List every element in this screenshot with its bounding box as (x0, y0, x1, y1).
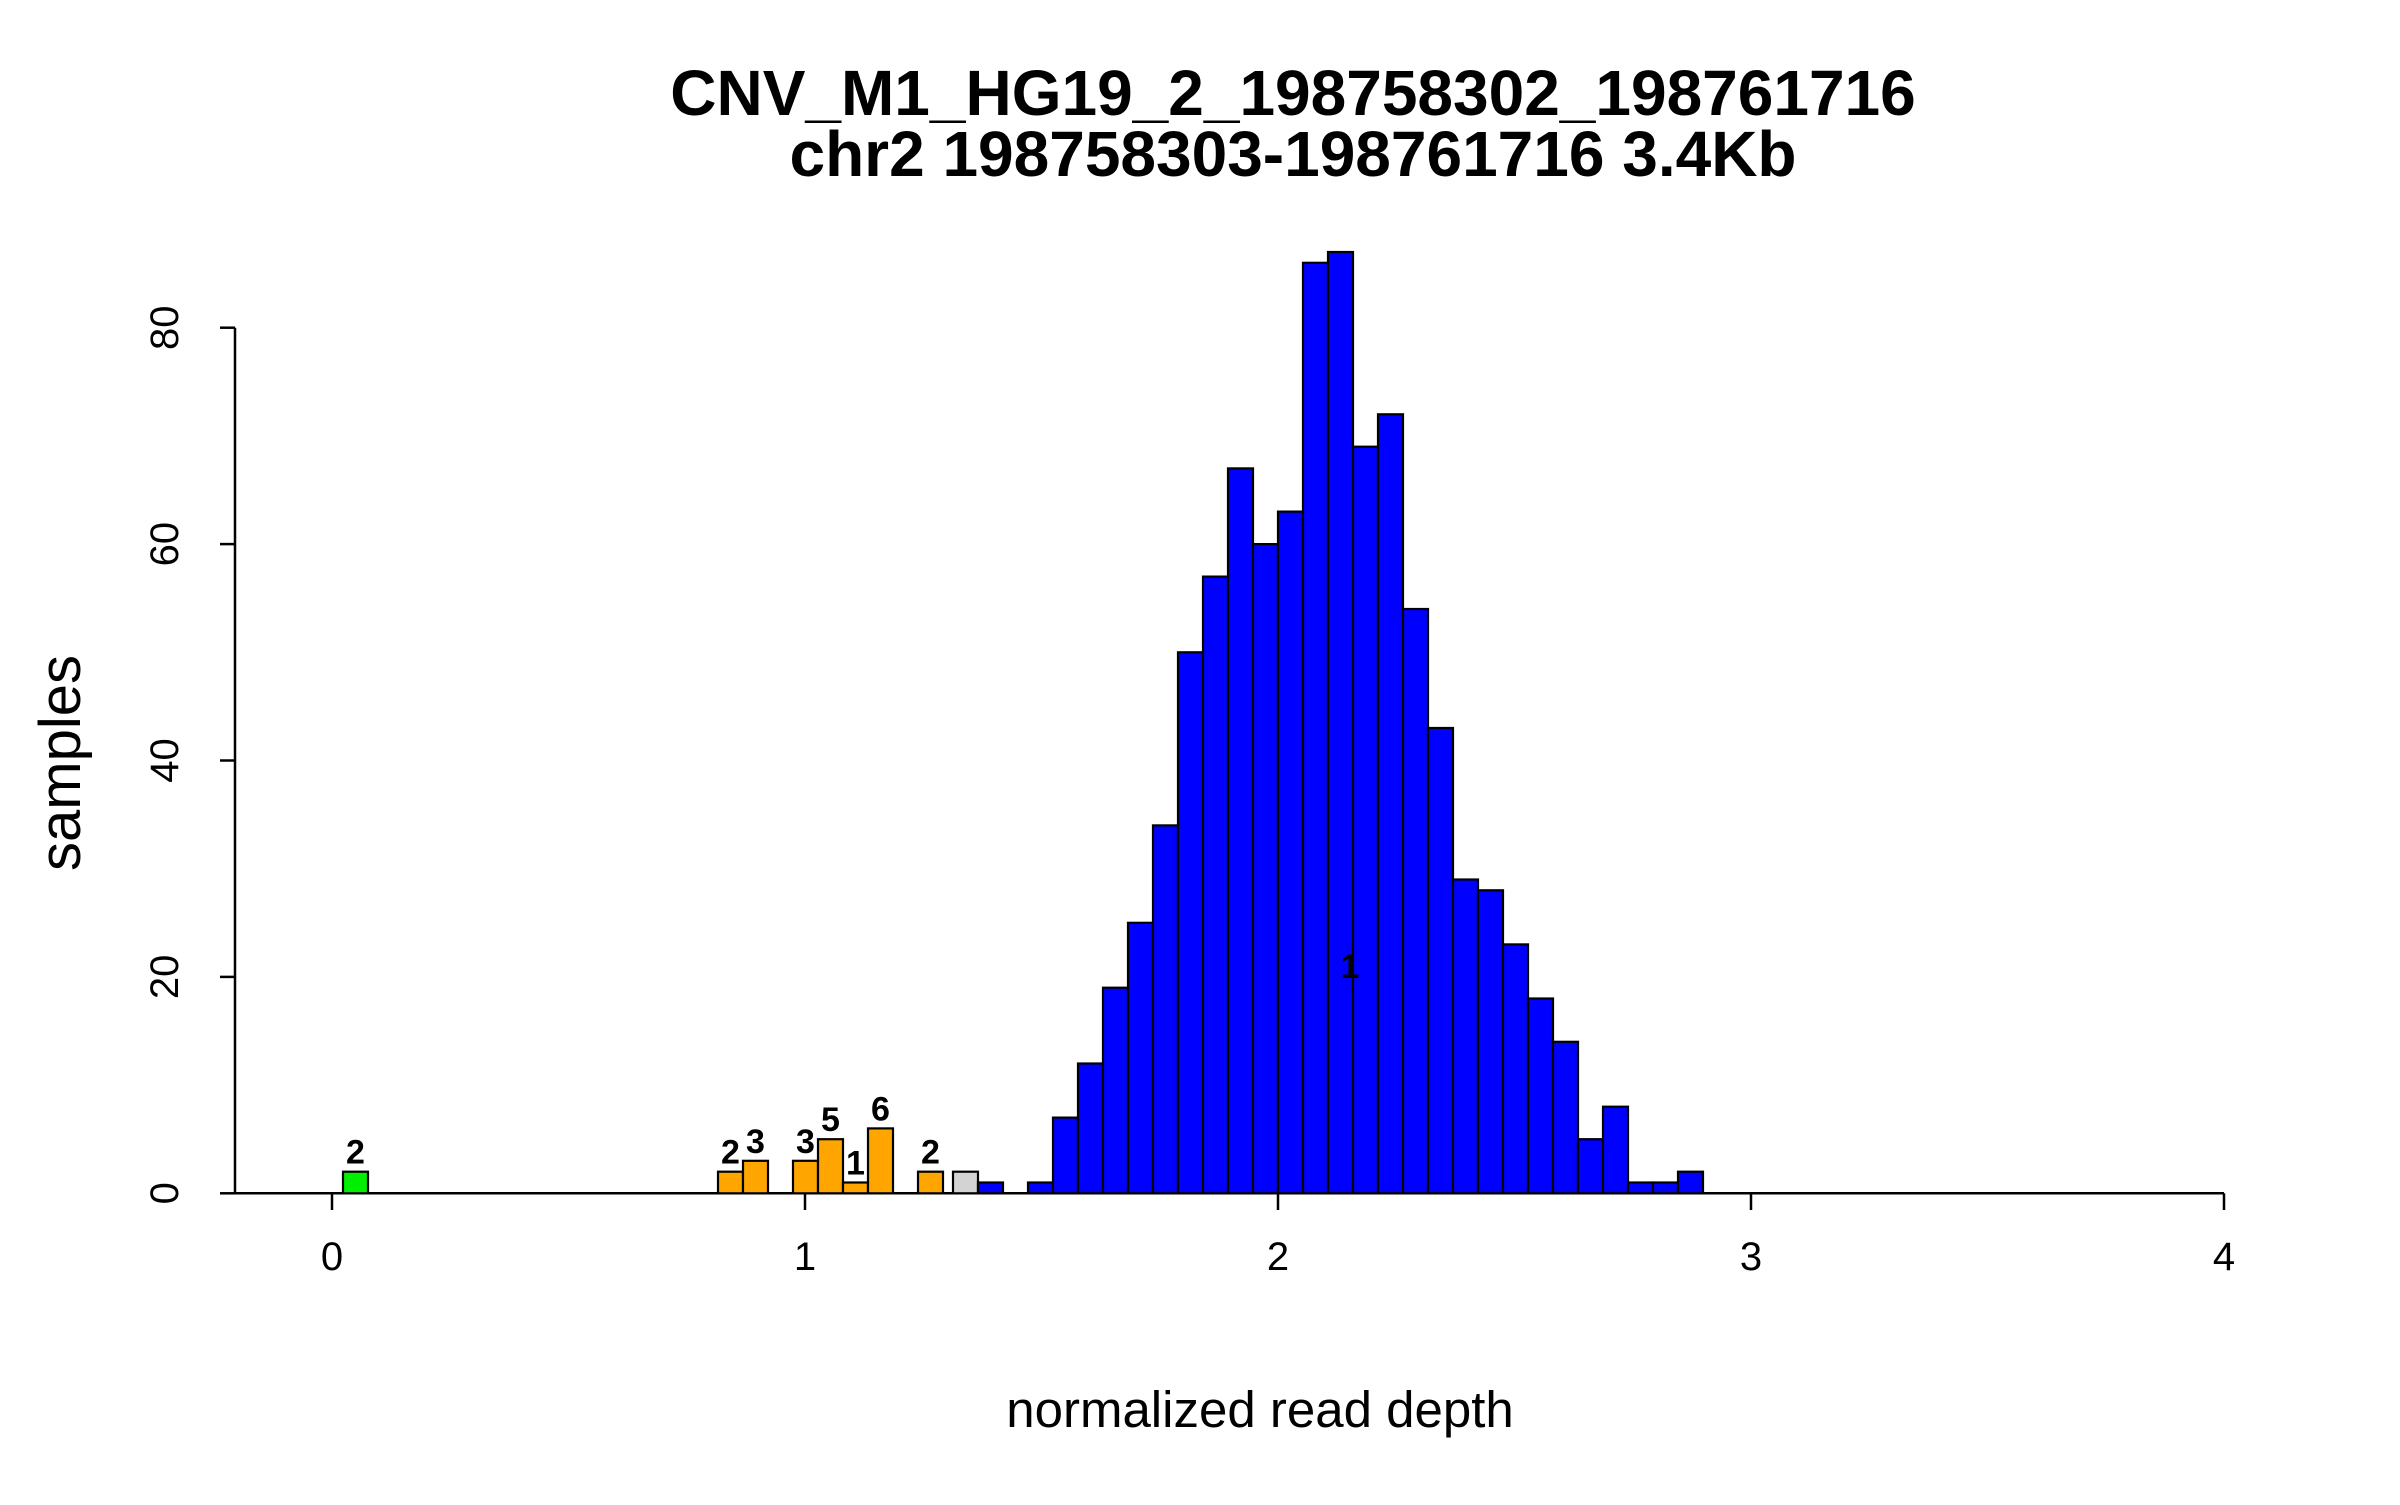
svg-text:40: 40 (143, 738, 187, 783)
svg-text:1: 1 (846, 1145, 865, 1183)
svg-text:3: 3 (796, 1123, 815, 1161)
svg-text:chr2 198758303-198761716 3.4Kb: chr2 198758303-198761716 3.4Kb (789, 118, 1796, 190)
svg-text:samples: samples (28, 655, 93, 871)
svg-text:5: 5 (821, 1101, 840, 1139)
svg-text:6: 6 (871, 1090, 890, 1128)
svg-text:80: 80 (143, 305, 187, 350)
svg-text:2: 2 (1267, 1235, 1289, 1279)
svg-text:60: 60 (143, 522, 187, 567)
svg-text:1: 1 (1341, 948, 1360, 986)
svg-text:2: 2 (346, 1134, 365, 1172)
svg-text:3: 3 (746, 1123, 765, 1161)
svg-text:4: 4 (2213, 1235, 2235, 1279)
svg-text:0: 0 (321, 1235, 343, 1279)
svg-text:3: 3 (1740, 1235, 1762, 1279)
svg-text:20: 20 (143, 955, 187, 1000)
svg-text:2: 2 (921, 1134, 940, 1172)
svg-text:2: 2 (721, 1134, 740, 1172)
svg-text:1: 1 (794, 1235, 816, 1279)
svg-text:0: 0 (143, 1182, 187, 1204)
svg-text:normalized read depth: normalized read depth (1006, 1381, 1514, 1438)
